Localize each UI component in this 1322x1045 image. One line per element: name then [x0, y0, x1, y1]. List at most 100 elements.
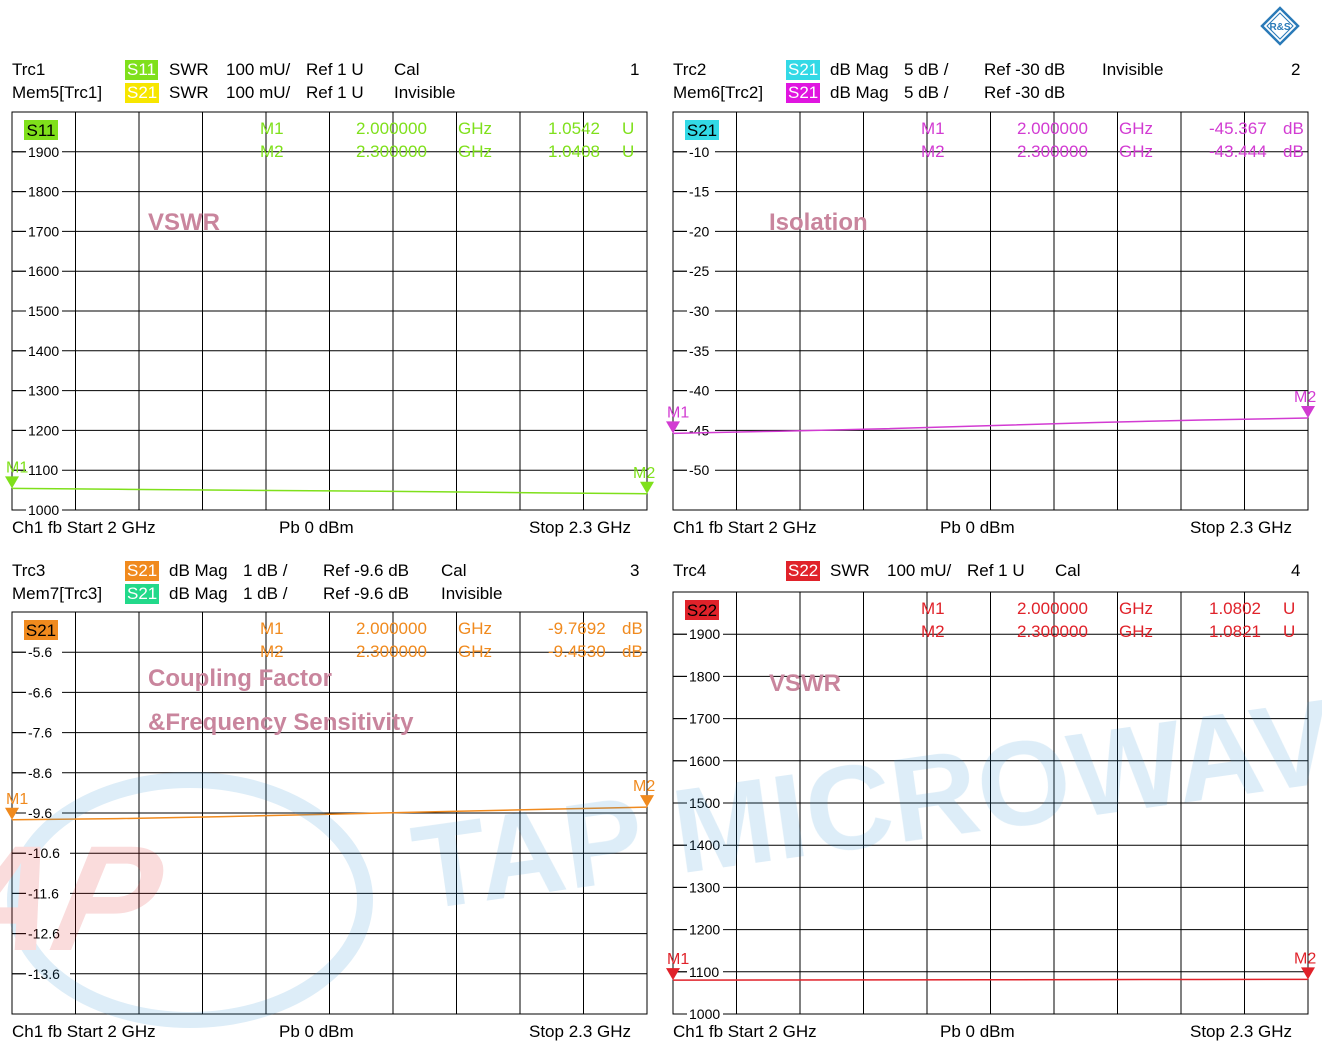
tick-bg: [687, 880, 723, 895]
y-tick-label: 1900: [689, 626, 720, 642]
y-tick-label: 1900: [28, 144, 59, 160]
marker-name: M2: [260, 142, 284, 161]
y-tick-label: -15: [689, 184, 709, 200]
panel-number: 3: [630, 561, 640, 580]
marker-frequency: 2.000000: [356, 619, 427, 638]
marker-name: M2: [260, 642, 284, 661]
panel-number: 2: [1291, 60, 1301, 79]
panel-1: Trc1 S11 SWR 100 mU/Ref 1 U Cal Mem5[Trc1] S21…: [0, 0, 661, 545]
chart-annotation: Coupling Factor: [148, 665, 332, 692]
chart-svg: 1900 1800 1700 1600 1500 1400 1300 1200 1100 1000…: [5, 111, 655, 518]
marker-value-unit: U: [622, 142, 634, 161]
tick-bg: [687, 627, 723, 642]
marker-2-label: M2: [1294, 950, 1316, 967]
tick-bg: [26, 725, 62, 740]
y-tick-label: -30: [689, 303, 709, 319]
y-tick-label: 1800: [689, 668, 720, 684]
marker-2-label: M2: [633, 778, 655, 795]
y-tick-label: -20: [689, 223, 709, 239]
marker-value-unit: U: [1283, 622, 1295, 641]
y-tick-label: 1000: [689, 1006, 720, 1022]
plot-area: 1900 1800 1700 1600 1500 1400 1300 1200 1100 1000…: [5, 111, 655, 518]
marker-unit: GHz: [1119, 622, 1153, 641]
trace-scale: 5 dB /: [904, 83, 949, 102]
marker-frequency: 2.300000: [356, 642, 427, 661]
trace-name: Mem5[Trc1]: [12, 83, 103, 102]
panel-2: Trc2 S21 dB Mag 5 dB / Ref -30 dB Invisible Me…: [661, 0, 1322, 545]
marker-value-unit: U: [622, 119, 634, 138]
trace-header-1: Trc4 S22 SWR 100 mU/Ref 1 U Cal: [673, 561, 1313, 581]
tick-bg: [687, 383, 715, 398]
trace-name: Trc1: [12, 60, 46, 79]
marker-2-triangle: [640, 481, 654, 494]
marker-value: 1.0802: [1209, 599, 1261, 618]
trace-ref: Ref 1 U: [306, 60, 364, 79]
y-tick-label: -12.6: [28, 926, 60, 942]
trace-scale: 100 mU/: [226, 83, 291, 102]
active-tag-label: S11: [27, 121, 56, 140]
trace-name: Trc4: [673, 561, 707, 580]
footer-power: Pb 0 dBm: [279, 1022, 354, 1041]
trace-header-1: Trc2 S21 dB Mag 5 dB / Ref -30 dB Invisible: [673, 60, 1313, 80]
tick-bg: [26, 224, 62, 239]
y-tick-label: 1200: [689, 922, 720, 938]
active-trace-tag: S21: [24, 620, 58, 640]
footer-power: Pb 0 dBm: [279, 518, 354, 537]
data-trace: [11, 806, 648, 821]
marker-1-triangle: [666, 421, 680, 434]
marker-2-label: M2: [1294, 389, 1316, 406]
y-tick-label: 1700: [689, 711, 720, 727]
tick-bg: [26, 503, 62, 517]
trace-tag: S21: [125, 83, 160, 103]
rs-logo-text: R&S: [1269, 22, 1290, 33]
trace-status: Invisible: [1102, 60, 1164, 79]
y-tick-label: -25: [689, 263, 709, 279]
trace-tag: S11: [125, 60, 158, 80]
tick-bg: [687, 423, 715, 438]
marker-value-unit: U: [1283, 599, 1295, 618]
y-tick-label: 1100: [689, 964, 719, 980]
trace-ref: Ref -9.6 dB: [323, 584, 409, 603]
trace-header-1: Trc3 S21 dB Mag 1 dB / Ref -9.6 dB Cal: [12, 561, 652, 581]
chart-annotation: Isolation: [769, 209, 868, 236]
tick-bg: [687, 669, 723, 684]
trace-format: dB Mag: [169, 561, 228, 580]
trace-scale: 100 mU/: [887, 561, 952, 580]
marker-2-label: M2: [633, 465, 655, 482]
data-trace: [672, 417, 1309, 435]
trace-name: Mem7[Trc3]: [12, 584, 103, 603]
tick-bg: [26, 343, 62, 358]
rs-logo: R&S: [1260, 6, 1300, 46]
footer-power: Pb 0 dBm: [940, 1022, 1015, 1041]
trace-ref: Ref 1 U: [967, 561, 1025, 580]
tick-bg: [687, 463, 715, 478]
y-tick-label: -6.6: [28, 684, 52, 700]
marker-2-triangle: [640, 795, 654, 808]
y-tick-label: -13.6: [28, 966, 60, 982]
plot-area: -5.6 -6.6 -7.6 -8.6 -9.6 -10.6 -11.6 -12.6 -13.6…: [5, 611, 655, 1015]
trace-header-2: Mem6[Trc2] S21 dB Mag 5 dB / Ref -30 dB: [673, 83, 1313, 103]
y-tick-label: 1500: [28, 303, 59, 319]
marker-value-unit: dB: [622, 619, 643, 638]
marker-value: -45.367: [1209, 119, 1267, 138]
tick-bg: [687, 1007, 723, 1021]
tick-bg: [687, 753, 723, 768]
marker-value-unit: dB: [1283, 142, 1304, 161]
trace-scale: 5 dB /: [904, 60, 949, 79]
trace-status: Cal: [441, 561, 467, 580]
y-tick-label: 1000: [28, 502, 59, 518]
tick-bg: [26, 264, 62, 279]
marker-unit: GHz: [458, 619, 492, 638]
active-tag-label: S21: [26, 621, 56, 640]
y-tick-label: -11.6: [28, 885, 59, 901]
trace-scale: 1 dB /: [243, 584, 288, 603]
tick-bg: [26, 304, 62, 318]
tick-bg: [26, 645, 62, 660]
tick-bg: [26, 144, 62, 159]
active-trace-tag: S22: [685, 600, 719, 620]
trace-status: Invisible: [441, 584, 503, 603]
tick-bg: [26, 765, 62, 780]
marker-value: -9.4530: [548, 642, 606, 661]
data-trace: [11, 487, 648, 495]
trace-format: dB Mag: [830, 60, 889, 79]
